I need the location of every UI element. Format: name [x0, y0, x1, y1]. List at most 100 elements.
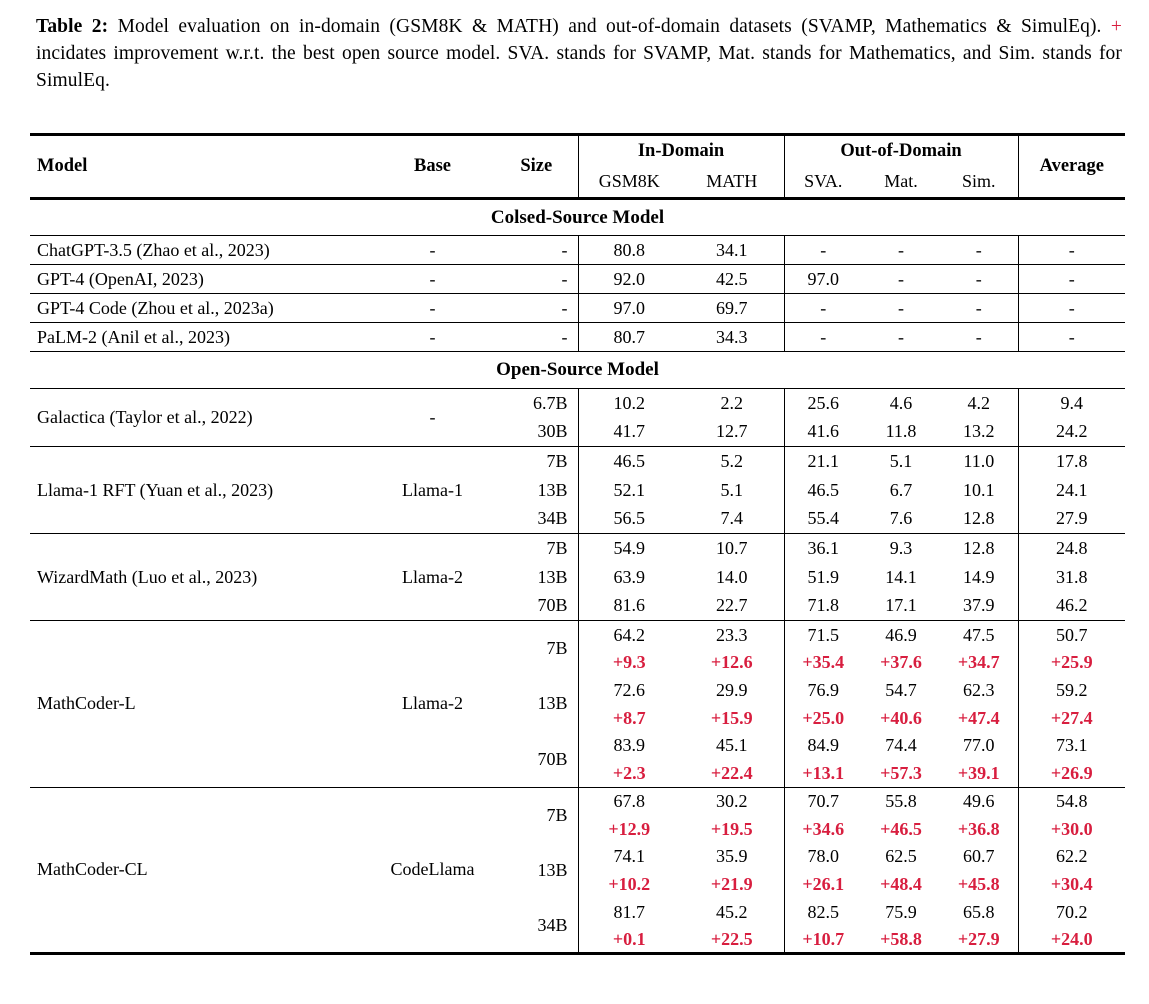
size-cell: 30B — [495, 417, 579, 447]
size-cell: - — [495, 293, 579, 323]
value-cell: 14.0 — [680, 562, 785, 592]
model-name-cell: ChatGPT-3.5 (Zhao et al., 2023) — [30, 235, 370, 265]
table-row: GPT-4 (OpenAI, 2023) - -92.0 42.5 97.0- - - — [30, 264, 1126, 294]
value-cell: 7.4 — [680, 504, 785, 534]
delta-cell: +0.1 — [612, 928, 646, 949]
value-cell: 97.0 — [578, 293, 680, 323]
delta-row: +8.7 +15.9 +25.0 +40.6 +47.4 +27.4 — [30, 704, 1125, 732]
value-cell: 70.2 — [1056, 901, 1088, 922]
table-row: 13B 72.6 29.9 76.9 54.7 62.3 59.2 — [30, 676, 1125, 732]
value-cell: - — [940, 322, 1019, 352]
table-row: 34B 81.7 45.2 82.5 75.9 65.8 70.2 — [30, 898, 1125, 954]
value-cell: 4.6 — [862, 388, 941, 418]
column-header-base: Base — [370, 134, 495, 200]
delta-cell: +25.0 — [802, 707, 845, 728]
value-cell: - — [862, 235, 941, 265]
value-cell: 11.8 — [885, 421, 917, 442]
column-group-out-of-domain: Out-of-Domain — [784, 134, 1019, 167]
delta-cell: +19.5 — [680, 815, 785, 843]
model-name-cell: MathCoder-L — [30, 620, 370, 787]
delta-cell: +30.4 — [1050, 874, 1093, 894]
size-cell: 7B — [495, 620, 579, 676]
model-name-cell: PaLM-2 (Anil et al., 2023) — [30, 322, 370, 352]
value-cell: 30.2 — [680, 786, 785, 816]
delta-row: +12.9 +19.5 +34.6 +46.5 +36.8 +30.0 — [30, 815, 1125, 843]
table-row: ChatGPT-3.5 (Zhao et al., 2023) - -80.8 34.… — [30, 235, 1126, 265]
value-cell: 12.7 — [680, 417, 785, 447]
delta-cell: +12.9 — [608, 818, 651, 839]
value-cell: 17.8 — [1018, 446, 1126, 476]
section-title: Colsed-Source Model — [30, 198, 1126, 236]
value-cell: 77.0 — [940, 731, 1019, 760]
section-band: Colsed-Source Model — [30, 198, 1126, 236]
delta-cell: +26.1 — [802, 874, 845, 894]
value-cell: 47.5 — [940, 620, 1019, 649]
value-cell: - — [862, 293, 941, 323]
delta-cell: +30.0 — [1050, 818, 1093, 839]
table-row: 13B 52.1 5.1 46.5 6.7 10.1 24.1 — [30, 475, 1125, 505]
delta-cell: +36.8 — [940, 815, 1019, 843]
value-cell: 5.1 — [680, 475, 785, 505]
table-row: Galactica (Taylor et al., 2022) -6.7B 10.2… — [30, 388, 1126, 447]
section-band: Open-Source Model — [30, 351, 1126, 389]
results-table: Model Base Size In-Domain Out-of-Domain … — [30, 133, 1126, 955]
value-cell: 10.1 — [940, 475, 1019, 505]
value-cell: 5.2 — [680, 446, 785, 476]
delta-cell: +10.7 — [802, 928, 845, 949]
value-cell: 84.9 — [807, 735, 840, 756]
table-row: 13B 63.9 14.0 51.9 14.1 14.9 31.8 — [30, 562, 1125, 592]
size-cell: - — [495, 235, 579, 265]
value-cell: 70.7 — [784, 786, 863, 816]
value-cell: - — [1018, 235, 1126, 265]
model-name-cell: WizardMath (Luo et al., 2023) — [30, 533, 370, 621]
delta-cell: +45.8 — [940, 871, 1019, 898]
value-cell: 80.7 — [578, 322, 680, 352]
value-cell: 54.7 — [885, 679, 917, 700]
column-header-simuleq: Sim. — [940, 166, 1019, 200]
section-title: Open-Source Model — [30, 351, 1126, 389]
delta-cell: +35.4 — [802, 652, 845, 672]
table-row: 30B 41.7 12.7 41.6 11.8 13.2 24.2 — [30, 417, 1125, 447]
value-cell: 24.1 — [1056, 479, 1088, 500]
value-cell: 46.2 — [1056, 595, 1088, 616]
value-cell: 25.6 — [784, 388, 863, 418]
size-cell: 70B — [495, 591, 579, 621]
value-cell: 10.2 — [578, 388, 680, 418]
table-row: 70B 83.9 45.1 84.9 74.4 77.0 73.1 — [30, 731, 1125, 787]
column-header-size: Size — [495, 134, 579, 200]
value-cell: - — [862, 322, 941, 352]
value-cell: 73.1 — [1056, 735, 1088, 756]
value-cell: 46.5 — [807, 479, 840, 500]
delta-cell: +22.5 — [680, 926, 785, 954]
value-cell: 67.8 — [578, 786, 680, 816]
column-header-mathematics: Mat. — [862, 166, 941, 200]
value-cell: 4.2 — [940, 388, 1019, 418]
base-cell: - — [370, 235, 495, 265]
value-cell: - — [940, 264, 1019, 294]
value-cell: - — [862, 264, 941, 294]
value-cell: 46.9 — [862, 620, 941, 649]
delta-cell: +40.6 — [880, 707, 922, 728]
model-name-cell: GPT-4 (OpenAI, 2023) — [30, 264, 370, 294]
value-cell: 42.5 — [680, 264, 785, 294]
value-cell: 21.1 — [784, 446, 863, 476]
value-cell: 80.8 — [578, 235, 680, 265]
value-cell: 56.5 — [613, 508, 646, 529]
table-row: MathCoder-CL CodeLlama 7B 67.8 30.2 70.7 55.8 4… — [30, 786, 1126, 954]
delta-cell: +13.1 — [802, 762, 845, 783]
table-row: 70B 81.6 22.7 71.8 17.1 37.9 46.2 — [30, 591, 1125, 621]
value-cell: 9.3 — [862, 533, 941, 563]
delta-cell: +46.5 — [880, 818, 922, 839]
value-cell: 54.9 — [578, 533, 680, 563]
delta-row: +0.1 +22.5 +10.7 +58.8 +27.9 +24.0 — [30, 926, 1125, 954]
base-cell: Llama-1 — [370, 446, 495, 534]
value-cell: 14.1 — [885, 566, 917, 587]
value-cell: 83.9 — [613, 735, 646, 756]
value-cell: - — [1018, 293, 1126, 323]
delta-cell: +15.9 — [680, 704, 785, 732]
value-cell: 35.9 — [680, 842, 785, 871]
value-cell: - — [784, 235, 863, 265]
table-row: 34B 56.5 7.4 55.4 7.6 12.8 27.9 — [30, 504, 1125, 534]
caption-text-after-plus: incidates improvement w.r.t. the best op… — [36, 43, 1122, 91]
table-row: 13B 74.1 35.9 78.0 62.5 60.7 62.2 — [30, 842, 1125, 898]
